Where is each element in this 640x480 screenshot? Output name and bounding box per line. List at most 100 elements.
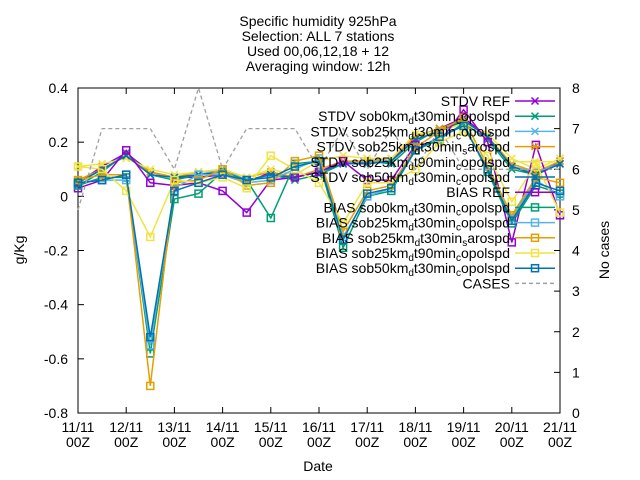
- x-tick-label: 00Z: [307, 434, 332, 450]
- data-point: [97, 170, 107, 179]
- data-point: [146, 178, 155, 188]
- x-tick-label: 20/11: [495, 419, 529, 435]
- y-tick-label: 0.2: [49, 134, 69, 150]
- data-point: [146, 232, 155, 242]
- legend-marker: [530, 203, 540, 212]
- data-point: [170, 186, 179, 196]
- title-line: Used 00,06,12,18 + 12: [247, 43, 389, 59]
- data-point: [73, 178, 83, 188]
- legend-label: BIAS sob0kmdt30mincopolspd: [324, 199, 510, 218]
- x-tick-label: 00Z: [452, 434, 477, 450]
- legend-marker: [530, 248, 540, 258]
- title-line: Selection: ALL 7 stations: [242, 28, 395, 44]
- legend-marker: [530, 112, 540, 121]
- x-tick-label: 15/11: [254, 419, 288, 435]
- legend-label: BIAS sob25kmdt90mincopolspd: [316, 245, 510, 264]
- data-point: [194, 189, 203, 198]
- data-point: [411, 165, 420, 174]
- data-point: [266, 213, 276, 223]
- data-point: [266, 173, 276, 182]
- legend-label: BIAS sob25kmdt30mincopolspd: [316, 215, 510, 234]
- series-line: [77, 116, 561, 386]
- legend-marker: [530, 127, 540, 136]
- y-tick-label: -0.4: [44, 297, 68, 313]
- data-point: [338, 219, 348, 228]
- legend-marker: [530, 187, 540, 197]
- series-11: [73, 121, 565, 342]
- y-axis: 0.4 0.2 0 -0.2 -0.4 -0.6 -0.8: [44, 80, 84, 421]
- x-tick-label: 11/11: [62, 419, 95, 435]
- y2-tick-label: 8: [572, 80, 580, 96]
- data-point: [387, 183, 396, 193]
- y-tick-label: -0.6: [44, 351, 68, 367]
- data-point: [266, 178, 276, 188]
- data-point: [435, 137, 444, 147]
- data-point: [170, 175, 179, 185]
- legend-marker: [530, 96, 540, 106]
- x-tick-label: 00Z: [403, 434, 428, 450]
- data-point: [507, 216, 517, 225]
- y2-tick-label: 3: [572, 283, 580, 299]
- legend-marker: [530, 142, 540, 151]
- legend-label: STDV sob0kmdt30mincopolspd: [318, 108, 510, 127]
- data-point: [555, 186, 565, 196]
- x-tick-label: 13/11: [157, 419, 191, 435]
- series-line: [77, 124, 561, 338]
- legend-label: BIAS REF: [446, 184, 510, 200]
- data-point: [242, 175, 251, 185]
- legend-marker: [530, 172, 540, 182]
- data-point: [97, 175, 107, 185]
- legend-label: CASES: [463, 275, 510, 291]
- data-point: [338, 243, 348, 253]
- data-point: [483, 151, 492, 160]
- x-tick-label: 00Z: [162, 434, 187, 450]
- data-point: [483, 165, 492, 174]
- legend-label: STDV sob50kmdt30mincopolspd: [310, 169, 510, 188]
- y2-tick-label: 2: [572, 324, 580, 340]
- data-point: [362, 189, 372, 198]
- data-point: [338, 235, 348, 244]
- legend-marker: [530, 218, 540, 227]
- x-axis-label: Date: [303, 458, 333, 474]
- x-tick-label: 21/11: [543, 419, 577, 435]
- data-point: [97, 165, 107, 174]
- legend-marker: [530, 263, 540, 273]
- data-point: [170, 194, 179, 204]
- y2-axis: 8 7 6 5 4 3 2 1 0: [554, 80, 580, 421]
- legend-label: STDV REF: [441, 93, 510, 109]
- data-point: [266, 151, 276, 160]
- x-tick-label: 00Z: [355, 434, 380, 450]
- series-line: [77, 130, 561, 239]
- series-line: [77, 85, 560, 211]
- y2-tick-label: 5: [572, 202, 580, 218]
- data-point: [362, 178, 372, 188]
- data-point: [121, 146, 131, 155]
- y-tick-label: 0: [60, 188, 68, 204]
- data-point: [339, 159, 348, 168]
- legend-marker: [530, 233, 540, 243]
- data-point: [290, 162, 300, 171]
- x-tick-label: 00Z: [114, 434, 139, 450]
- data-point: [242, 183, 251, 193]
- y2-tick-label: 0: [572, 405, 580, 421]
- y2-tick-label: 1: [572, 364, 580, 380]
- title-line: Specific humidity 925hPa: [239, 13, 396, 29]
- data-point: [146, 381, 155, 391]
- series-12: [77, 85, 560, 211]
- y2-tick-label: 6: [572, 161, 580, 177]
- data-point: [314, 151, 324, 160]
- x-axis: 11/1100Z12/1100Z13/1100Z14/1100Z15/1100Z…: [62, 88, 577, 450]
- data-point: [146, 341, 155, 350]
- data-point: [218, 170, 227, 179]
- x-tick-label: 14/11: [206, 419, 240, 435]
- data-point: [507, 197, 517, 206]
- data-point: [122, 154, 131, 163]
- x-tick-label: 00Z: [548, 434, 573, 450]
- data-point: [314, 178, 324, 188]
- data-point: [290, 156, 300, 166]
- y-tick-label: -0.8: [44, 405, 68, 421]
- y-axis-label: g/Kg: [11, 236, 27, 265]
